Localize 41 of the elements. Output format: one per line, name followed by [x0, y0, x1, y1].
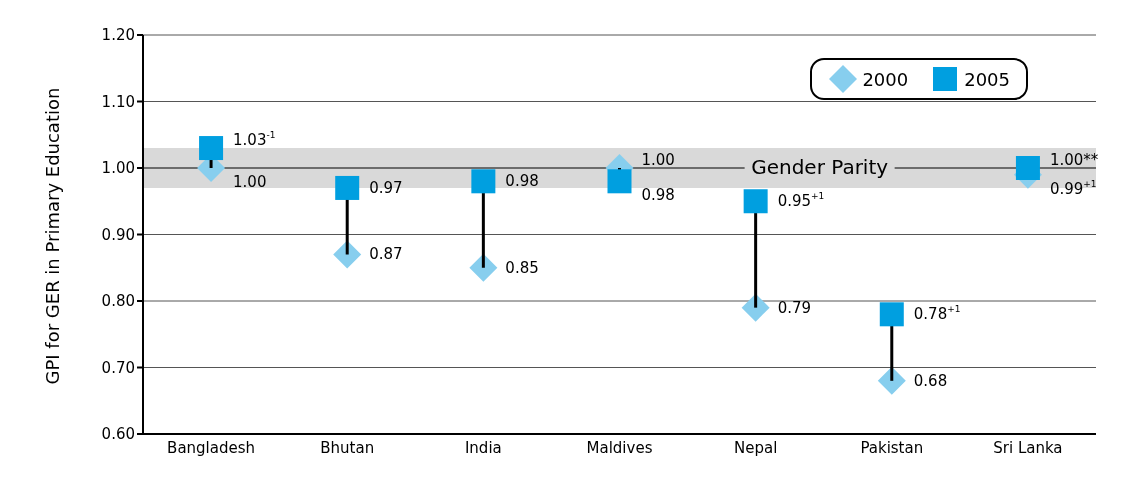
- y-tick-label: 0.60: [101, 425, 135, 444]
- x-tick-label: Nepal: [733, 438, 778, 457]
- y-tick-label: 1.10: [101, 92, 135, 111]
- x-tick-label: Pakistan: [860, 438, 924, 457]
- point: [469, 253, 498, 282]
- x-tick-label: Sri Lanka: [993, 438, 1063, 457]
- point: [335, 175, 360, 200]
- x-tick-label: India: [464, 438, 502, 457]
- data-label: 0.97: [369, 178, 403, 197]
- data-label: 1.00**: [1049, 150, 1099, 169]
- data-label: 1.00: [233, 172, 267, 191]
- legend-label: 2000: [862, 68, 909, 90]
- data-label: 0.99$^{+1}$: [1049, 178, 1097, 198]
- data-label: 1.00: [641, 150, 675, 169]
- data-label: 1.03$^{-1}$: [233, 129, 276, 149]
- point: [879, 302, 904, 327]
- point: [471, 169, 496, 194]
- data-label: 0.78$^{+1}$: [913, 303, 961, 323]
- y-axis-title: GPI for GER in Primary Education: [42, 87, 64, 385]
- ref-line-label: Gender Parity: [751, 154, 889, 179]
- data-label: 0.98: [641, 185, 675, 204]
- y-tick-label: 0.80: [101, 292, 135, 311]
- point: [743, 189, 768, 214]
- point: [607, 169, 632, 194]
- point: [1015, 156, 1040, 180]
- y-tick-label: 0.90: [101, 225, 135, 244]
- point: [199, 136, 224, 161]
- x-tick-label: Maldives: [586, 438, 653, 457]
- data-label: 0.95$^{+1}$: [777, 190, 825, 210]
- data-label: 0.98: [505, 171, 539, 190]
- x-tick-label: Bhutan: [320, 438, 375, 457]
- data-label: 0.68: [913, 371, 948, 390]
- data-label: 0.87: [369, 244, 403, 263]
- legend-label: 2005: [964, 68, 1010, 90]
- point: [333, 240, 362, 269]
- y-tick-label: 0.70: [101, 358, 135, 377]
- data-label: 0.85: [505, 258, 539, 277]
- x-tick-label: Bangladesh: [167, 438, 256, 457]
- data-label: 0.79: [777, 298, 812, 317]
- y-tick-label: 1.20: [101, 26, 135, 45]
- y-tick-label: 1.00: [101, 159, 135, 178]
